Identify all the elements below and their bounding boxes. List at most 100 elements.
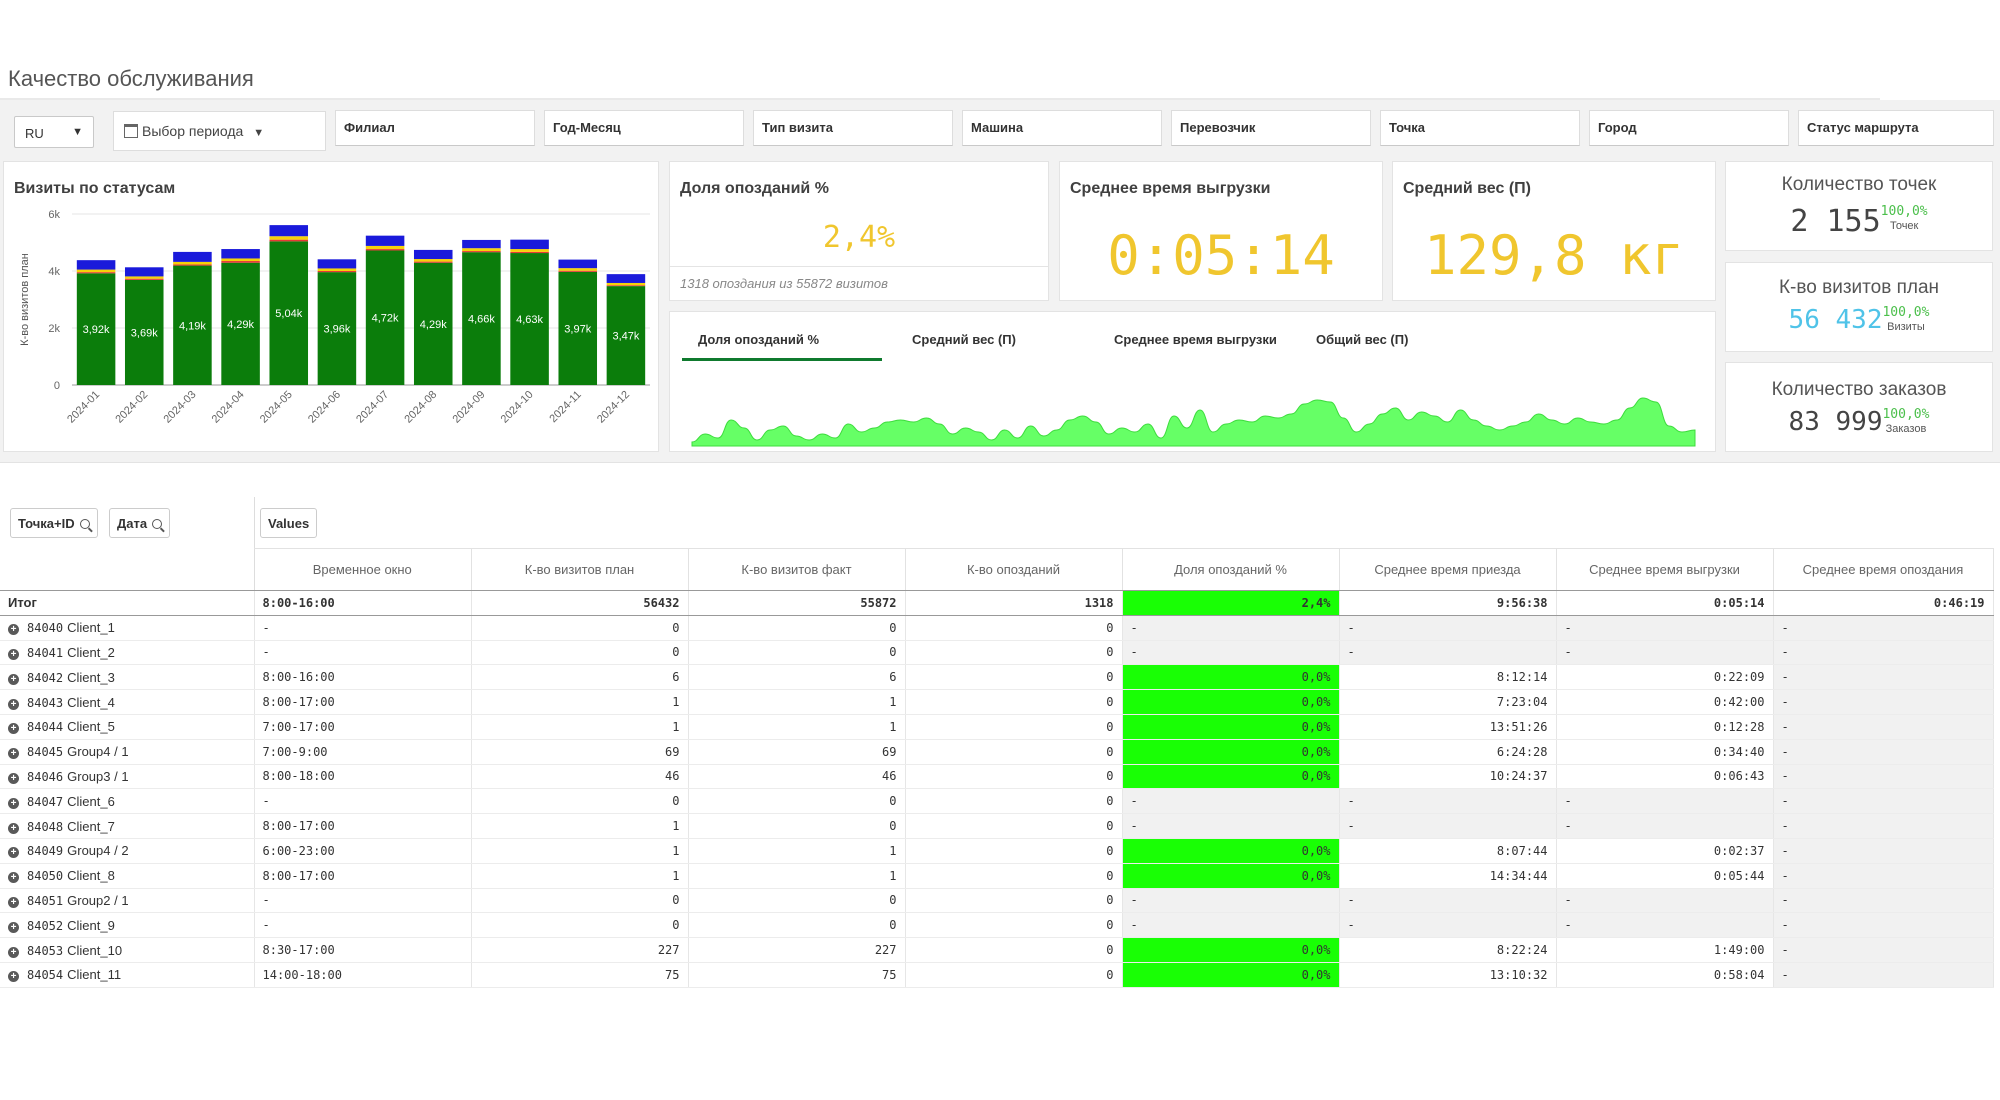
bar-segment [558, 259, 598, 269]
point-id: 84053 [27, 943, 64, 958]
expand-plus-icon[interactable]: + [8, 797, 19, 809]
cell-avg-unload: 0:58:04 [1556, 962, 1774, 988]
tab-total-weight[interactable]: Общий вес (П) [1316, 332, 1409, 347]
total-avg-arrival: 9:56:38 [1339, 590, 1557, 616]
filter-point[interactable]: Точка [1380, 110, 1580, 146]
expand-plus-icon[interactable]: + [8, 772, 19, 784]
expand-plus-icon[interactable]: + [8, 921, 19, 933]
table-row[interactable]: +84054 Client_11 14:00-18:00 75 75 0 0,0% 13:10… [0, 962, 1994, 988]
tab-avg-unload[interactable]: Среднее время выгрузки [1114, 332, 1277, 347]
bar-data-label: 3,92k [83, 324, 110, 336]
total-late-share: 2,4% [1122, 590, 1340, 616]
header-planned-visits[interactable]: К-во визитов план [471, 548, 689, 591]
filter-route-status[interactable]: Статус маршрута [1798, 110, 1994, 146]
expand-plus-icon[interactable]: + [8, 971, 19, 983]
orders-count-card: Количество заказов 83 999100,0% Заказов [1725, 362, 1993, 452]
points-count-pct-value: 100,0% [1880, 204, 1928, 219]
table-row[interactable]: +84052 Client_9-0 0 0- - - - [0, 912, 1994, 939]
row-label: +84050 Client_8 [0, 863, 255, 889]
cell-late-share: 0,0% [1122, 739, 1340, 765]
table-row[interactable]: +84041 Client_2-0 0 0- - - - [0, 640, 1994, 666]
bar-segment [462, 248, 501, 252]
visits-bar-chart: 0 2k 4k 6k К-во визитов план 3,92k 2024-01 3,69… [19, 209, 650, 426]
cell-avg-delay: - [1773, 962, 1994, 988]
filter-year-month[interactable]: Год-Месяц [544, 110, 744, 146]
cell-avg-arrival: - [1339, 813, 1557, 839]
filter-city[interactable]: Город [1589, 110, 1789, 146]
x-tick-label: 2024-04 [210, 389, 247, 426]
expand-plus-icon[interactable]: + [8, 872, 19, 884]
header-late-share[interactable]: Доля опозданий % [1122, 548, 1340, 591]
dim-point-id-button[interactable]: Точка+ID [10, 508, 98, 538]
header-actual-visits[interactable]: К-во визитов факт [688, 548, 906, 591]
cell-avg-unload: 0:34:40 [1556, 739, 1774, 765]
table-row[interactable]: +84044 Client_5 7:00-17:00 1 1 0 0,0% 13:51:26 0… [0, 714, 1994, 740]
cell-time-window: 14:00-18:00 [254, 962, 472, 988]
table-row[interactable]: +84049 Group4 / 2 6:00-23:00 1 1 0 0,0% 8:07:44… [0, 838, 1994, 864]
planned-visits-pct-value: 100,0% [1882, 305, 1930, 320]
cell-avg-unload: - [1556, 912, 1774, 939]
bar-segment [269, 241, 309, 385]
table-row[interactable]: +84048 Client_7 8:00-17:00 1 0 0- - - - [0, 813, 1994, 839]
row-label: +84041 Client_2 [0, 640, 255, 666]
filter-visit-type[interactable]: Тип визита [753, 110, 953, 146]
table-row[interactable]: +84050 Client_8 8:00-17:00 1 1 0 0,0% 14:34:44 0… [0, 863, 1994, 889]
table-row[interactable]: +84040 Client_1-0 0 0- - - - [0, 615, 1994, 641]
table-row[interactable]: +84045 Group4 / 1 7:00-9:00 69 69 0 0,0% 6:24:2… [0, 739, 1994, 765]
bar-segment [365, 249, 405, 251]
bar-segment [221, 249, 260, 259]
bar-segment [124, 279, 164, 385]
expand-plus-icon[interactable]: + [8, 748, 19, 760]
tab-late-share[interactable]: Доля опозданий % [698, 332, 820, 347]
point-id: 84054 [27, 968, 64, 983]
cell-late: 0 [905, 888, 1123, 914]
expand-plus-icon[interactable]: + [8, 946, 19, 958]
row-label: +84046 Group3 / 1 [0, 764, 255, 790]
bar-segment [558, 270, 598, 272]
cell-planned: 0 [471, 888, 689, 914]
table-row[interactable]: +84042 Client_3 8:00-16:00 6 6 0 0,0% 8:12:14 0:… [0, 664, 1994, 691]
header-avg-arrival[interactable]: Среднее время приезда [1339, 548, 1557, 591]
bar-segment [221, 261, 260, 263]
expand-plus-icon[interactable]: + [8, 723, 19, 735]
late-share-value: 2,4% [822, 220, 896, 255]
cell-avg-arrival: 8:12:14 [1339, 664, 1557, 691]
cell-late-share: 0,0% [1122, 937, 1340, 963]
table-row[interactable]: +84043 Client_4 8:00-17:00 1 1 0 0,0% 7:23:04 0:… [0, 689, 1994, 715]
filter-branch[interactable]: Филиал [335, 110, 535, 146]
header-avg-unload[interactable]: Среднее время выгрузки [1556, 548, 1774, 591]
late-share-kpi: Доля опозданий % 2,4% 1318 опоздания из … [669, 161, 1049, 301]
expand-plus-icon[interactable]: + [8, 624, 19, 636]
table-row[interactable]: +84053 Client_10 8:30-17:00 227 227 0 0,0% 8:22… [0, 937, 1994, 963]
table-row[interactable]: +84047 Client_6-0 0 0- - - - [0, 788, 1994, 815]
filter-carrier[interactable]: Перевозчик [1171, 110, 1371, 146]
header-late-count[interactable]: К-во опозданий [905, 548, 1123, 591]
cell-late: 0 [905, 714, 1123, 740]
expand-plus-icon[interactable]: + [8, 822, 19, 834]
language-select[interactable]: RU ▼ [14, 116, 94, 148]
cell-avg-arrival: - [1339, 788, 1557, 815]
cell-avg-unload: - [1556, 813, 1774, 839]
expand-plus-icon[interactable]: + [8, 847, 19, 859]
cell-avg-arrival: 8:07:44 [1339, 838, 1557, 864]
tab-avg-weight[interactable]: Средний вес (П) [912, 332, 1016, 347]
expand-plus-icon[interactable]: + [8, 673, 19, 685]
cell-time-window: - [254, 912, 472, 939]
cell-actual: 1 [688, 714, 906, 740]
dim-date-button[interactable]: Дата [109, 508, 171, 538]
period-select-button[interactable]: Выбор периода ▼ [113, 111, 326, 151]
header-avg-delay[interactable]: Среднее время опоздания [1773, 548, 1994, 591]
values-measures-button[interactable]: Values [260, 508, 318, 538]
cell-avg-arrival: 13:10:32 [1339, 962, 1557, 988]
y-tick-label: 0 [54, 380, 60, 392]
row-label: +84048 Client_7 [0, 813, 255, 839]
filter-vehicle[interactable]: Машина [962, 110, 1162, 146]
expand-plus-icon[interactable]: + [8, 648, 19, 660]
header-time-window[interactable]: Временное окно [254, 548, 472, 591]
cell-late: 0 [905, 739, 1123, 765]
expand-plus-icon[interactable]: + [8, 896, 19, 908]
expand-plus-icon[interactable]: + [8, 698, 19, 710]
row-label: +84051 Group2 / 1 [0, 888, 255, 914]
table-row[interactable]: +84046 Group3 / 1 8:00-18:00 46 46 0 0,0% 10:24… [0, 764, 1994, 790]
